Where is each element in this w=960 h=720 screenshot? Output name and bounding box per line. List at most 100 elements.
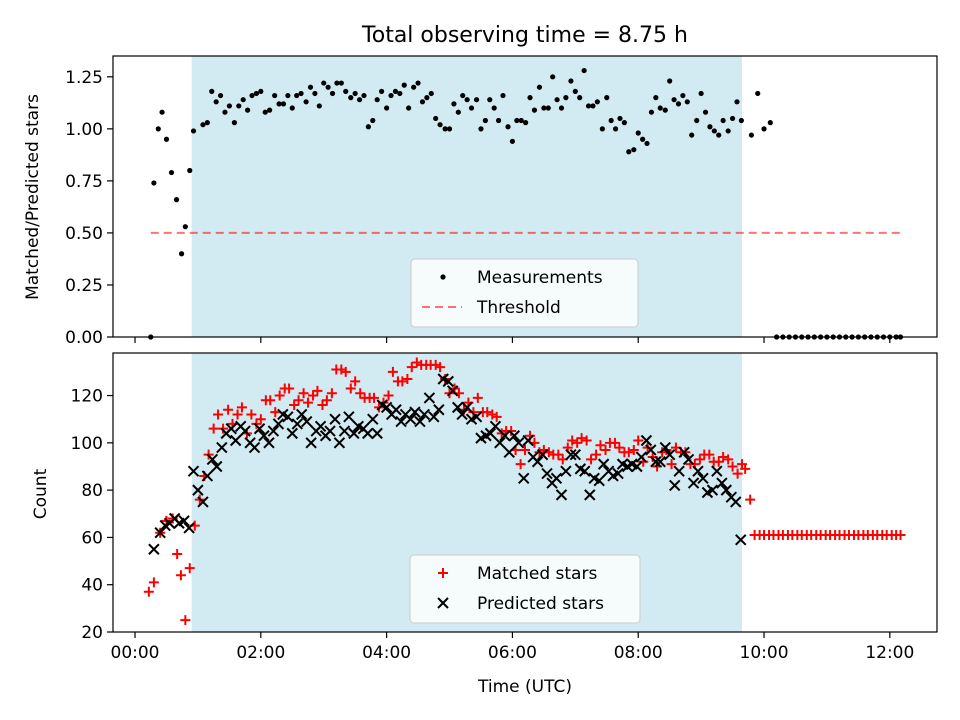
matched-star-marker (270, 407, 281, 418)
measurement-point (258, 88, 264, 94)
measurement-point (151, 180, 157, 186)
matched-star-marker (713, 456, 724, 467)
matched-star-marker (218, 423, 229, 434)
measurement-point (527, 95, 533, 101)
matched-star-marker (317, 400, 328, 411)
measurement-point (550, 74, 556, 80)
counts-legend: Matched stars Predicted stars (409, 554, 641, 624)
measurement-point (478, 126, 484, 132)
measurement-point (487, 97, 493, 103)
matched-star-marker (600, 444, 611, 455)
measurement-point (209, 88, 215, 94)
x-tick-label: 02:00 (236, 643, 285, 663)
ratio-y-tick-label: 1.00 (65, 120, 103, 140)
matched-star-marker (172, 548, 183, 559)
matched-star-marker (246, 409, 257, 420)
ratio-y-tick-label: 0.25 (65, 276, 103, 296)
x-axis-label: Time (UTC) (477, 677, 572, 697)
legend-matched-label: Matched stars (477, 564, 597, 584)
predicted-star-marker (706, 484, 719, 496)
measurement-point (222, 109, 228, 115)
measurement-point (361, 92, 367, 99)
matched-star-marker (506, 426, 517, 437)
predicted-star-marker (343, 411, 355, 423)
counts-panel: 20 40 60 80 100 120 00:00 02:00 04:00 06:00 08:00… (31, 352, 938, 697)
predicted-star-marker (682, 453, 695, 466)
matched-star-marker (175, 570, 186, 581)
predicted-star-marker (597, 458, 610, 470)
predicted-star-marker (711, 465, 723, 477)
measurement-point (325, 84, 331, 90)
measurement-point (280, 101, 287, 107)
predicted-star-marker (267, 425, 280, 437)
measurement-point (675, 101, 682, 107)
measurement-point (626, 149, 632, 155)
matched-star-marker (184, 563, 195, 574)
predicted-star-marker (333, 437, 346, 449)
matched-star-marker (727, 461, 738, 472)
measurement-point (253, 90, 260, 97)
predicted-star-marker (541, 467, 553, 480)
matched-star-marker (232, 409, 243, 420)
measurement-point (585, 103, 592, 109)
measurement-point (163, 136, 170, 142)
measurement-point (755, 90, 761, 97)
predicted-star-marker (414, 415, 426, 428)
ratio-y-axis-label: Matched/Predicted stars (23, 94, 43, 300)
matched-star-marker (704, 449, 715, 460)
measurement-point (267, 107, 273, 113)
matched-star-marker (468, 407, 479, 418)
measurement-point (491, 105, 497, 111)
measurement-point (604, 95, 610, 101)
measurement-point (159, 109, 165, 115)
ratio-y-tick-label: 0.50 (65, 224, 103, 244)
predicted-star-marker (593, 474, 605, 487)
measurement-point (495, 117, 502, 124)
measurement-point (329, 90, 336, 97)
predicted-star-marker (494, 437, 506, 449)
measurement-point (725, 128, 731, 134)
predicted-star-marker (390, 404, 402, 416)
measurement-point (217, 92, 224, 99)
measurement-point (338, 80, 344, 86)
matched-star-marker (895, 530, 906, 541)
predicted-star-marker (428, 411, 440, 423)
predicted-star-marker (206, 453, 219, 466)
predicted-star-marker (470, 411, 483, 423)
measurement-point (249, 92, 255, 99)
matched-star-marker (591, 449, 602, 460)
measurement-point (631, 147, 637, 153)
x-tick-label: 00:00 (111, 643, 160, 663)
matched-star-marker (298, 388, 309, 399)
predicted-star-marker (362, 427, 374, 440)
matched-star-marker (345, 383, 356, 394)
matched-star-marker (572, 437, 583, 448)
counts-y-tick-label: 120 (71, 387, 103, 407)
predicted-star-marker (314, 420, 327, 433)
matched-star-marker (312, 385, 323, 396)
measurement-point (734, 99, 740, 105)
matched-star-marker (633, 435, 644, 446)
matched-star-marker (609, 437, 620, 448)
measurement-point (182, 224, 188, 230)
matched-star-marker (520, 444, 530, 455)
measurement-point (392, 88, 399, 94)
measurement-point (178, 251, 185, 257)
predicted-star-marker (305, 437, 317, 449)
predicted-star-marker (433, 404, 445, 416)
predicted-star-marker (409, 406, 421, 418)
measurement-point (684, 99, 690, 105)
measurement-point (312, 90, 318, 97)
predicted-star-marker (635, 451, 648, 463)
matched-star-marker (355, 388, 366, 399)
matched-star-marker (732, 468, 743, 479)
predicted-star-marker (178, 515, 190, 527)
predicted-star-marker (187, 465, 200, 477)
predicted-star-marker (730, 496, 742, 508)
measurement-point (365, 124, 371, 130)
measurement-point (568, 78, 574, 84)
ratio-x-ticks (134, 337, 891, 343)
matched-star-marker (491, 411, 502, 422)
predicted-star-marker (404, 413, 417, 425)
measurement-point (411, 84, 417, 90)
